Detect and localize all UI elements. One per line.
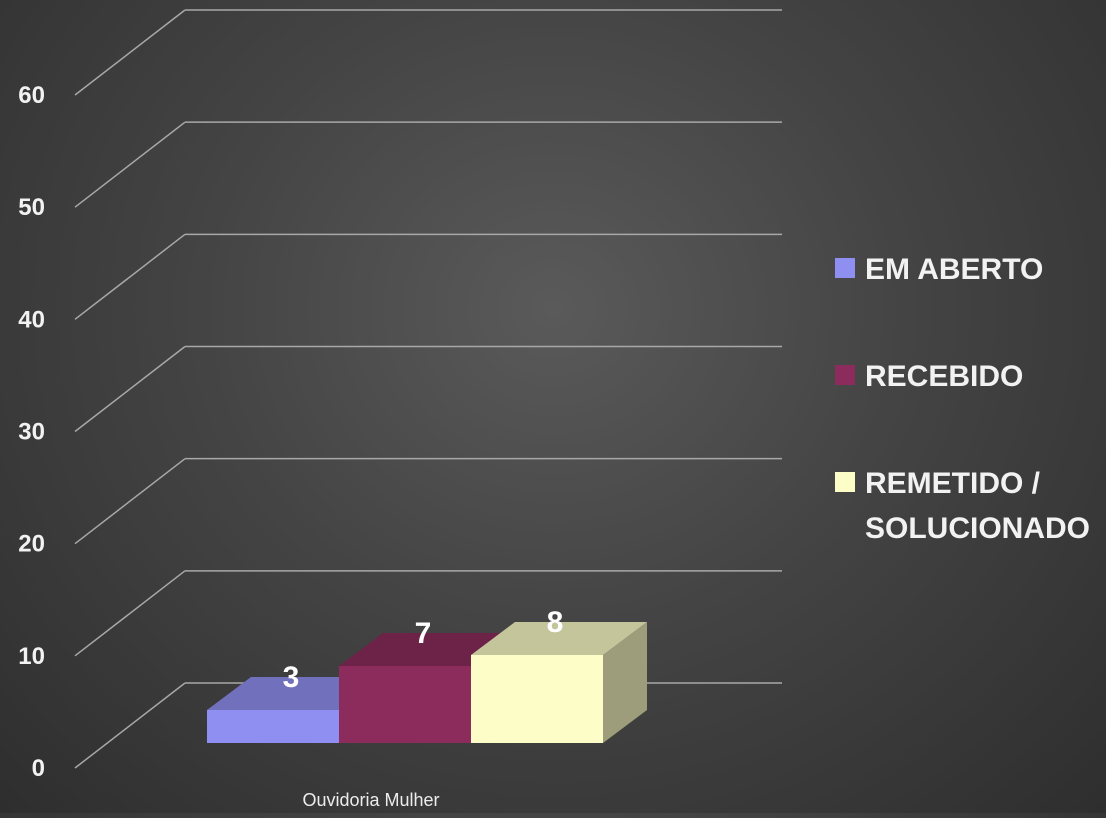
- gridline-depth: [74, 682, 186, 769]
- legend-swatch: [835, 258, 855, 278]
- legend-label: EM ABERTO: [865, 253, 1043, 286]
- x-tick-label: Ouvidoria Mulher: [302, 790, 439, 810]
- bar: [339, 666, 471, 743]
- y-tick-label: 10: [18, 643, 45, 670]
- y-tick-label: 40: [18, 306, 45, 333]
- data-label: 7: [415, 617, 432, 650]
- gridline-depth: [74, 458, 186, 545]
- gridline-depth: [74, 570, 186, 657]
- gridlines: [74, 9, 782, 769]
- legend-label-line2: SOLUCIONADO: [865, 512, 1090, 545]
- y-tick-label: 30: [18, 419, 45, 446]
- y-tick-label: 0: [32, 755, 45, 782]
- bar: [207, 710, 339, 743]
- bar-side: [603, 622, 647, 743]
- legend-label: RECEBIDO: [865, 360, 1023, 393]
- legend-swatch: [835, 472, 855, 492]
- bar-top: [471, 622, 647, 655]
- y-tick-label: 60: [18, 82, 45, 109]
- data-label: 8: [547, 606, 564, 639]
- bar: [471, 655, 603, 743]
- y-tick-label: 20: [18, 531, 45, 558]
- x-axis-ticks: Ouvidoria Mulher: [302, 790, 439, 810]
- gridline-depth: [74, 233, 186, 320]
- data-label: 3: [283, 661, 300, 694]
- gridline-depth: [74, 121, 186, 208]
- legend-swatch: [835, 365, 855, 385]
- y-tick-label: 50: [18, 194, 45, 221]
- data-labels: 3 7 8: [283, 606, 564, 694]
- gridline-depth: [74, 9, 186, 96]
- legend: EM ABERTO RECEBIDO REMETIDO / SOLUCIONADO: [835, 253, 1090, 545]
- legend-label: REMETIDO /: [865, 467, 1041, 500]
- y-axis-ticks: 0 10 20 30 40 50 60: [18, 82, 45, 782]
- gridline-depth: [74, 345, 186, 433]
- bars: [207, 622, 647, 743]
